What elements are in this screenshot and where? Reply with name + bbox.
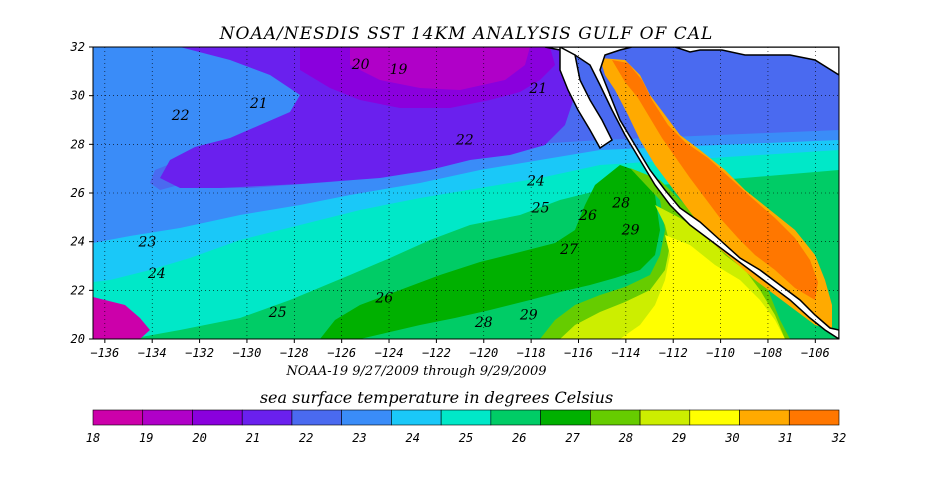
- x-axis: −136 −134 −132 −130 −128 −126 −124 −122 −120 −118…: [90, 339, 830, 360]
- colorbar-swatch: [739, 409, 790, 426]
- colorbar-tick-label: 20: [192, 431, 206, 445]
- colorbar-tick-label: 27: [565, 431, 580, 445]
- colorbar-tick-label: 31: [777, 431, 792, 445]
- colorbar-tick-label: 28: [619, 431, 633, 445]
- x-tick-label: −106: [801, 346, 830, 360]
- contour-label: 25: [531, 200, 550, 216]
- x-tick-label: −114: [611, 346, 640, 360]
- band-19: [350, 47, 530, 90]
- colorbar-tick-label: 22: [299, 431, 313, 445]
- band-18: [93, 297, 150, 339]
- contour-label: 22: [171, 108, 190, 124]
- y-tick-label: 22: [71, 283, 85, 297]
- x-tick-label: −130: [232, 346, 261, 360]
- colorbar-title: sea surface temperature in degrees Celsi…: [259, 388, 614, 407]
- x-tick-label: −132: [185, 346, 214, 360]
- y-tick-label: 26: [71, 186, 85, 200]
- contour-label: 23: [138, 235, 157, 251]
- x-tick-label: −134: [138, 346, 167, 360]
- x-tick-label: −110: [706, 346, 735, 360]
- y-tick-label: 24: [71, 235, 85, 249]
- contour-label: 24: [526, 174, 545, 190]
- colorbar-swatch: [142, 409, 193, 426]
- contour-label: 28: [611, 196, 630, 212]
- contour-label: 20: [351, 57, 370, 73]
- contour-label: 28: [474, 315, 493, 331]
- colorbar-tick-label: 18: [86, 431, 100, 445]
- x-tick-label: −118: [517, 346, 546, 360]
- colorbar-tick-label: 30: [724, 431, 739, 445]
- colorbar-swatch: [341, 409, 392, 426]
- colorbar-tick-label: 25: [459, 431, 473, 445]
- y-tick-label: 30: [70, 89, 85, 103]
- land-baja: [559, 47, 613, 150]
- chart-title: NOAA/NESDIS SST 14KM ANALYSIS GULF OF CA…: [219, 24, 714, 44]
- colorbar-swatch: [689, 409, 740, 426]
- colorbar-swatch: [590, 409, 641, 426]
- colorbar-tick-label: 29: [672, 431, 686, 445]
- contour-label: 21: [249, 96, 268, 112]
- colorbar-tick-label: 19: [139, 431, 153, 445]
- contour-label: 24: [147, 266, 166, 282]
- colorbar-swatch: [192, 409, 243, 426]
- colorbar-swatch: [788, 409, 840, 426]
- x-tick-label: −126: [327, 346, 356, 360]
- colorbar-swatch: [540, 409, 591, 426]
- colorbar-swatch: [291, 409, 342, 426]
- contour-label: 27: [559, 242, 578, 258]
- colorbar-swatch: [490, 409, 541, 426]
- band-30: [620, 235, 785, 339]
- colorbar-swatch: [391, 409, 442, 426]
- land-mainland: [544, 47, 839, 339]
- y-tick-label: 32: [70, 40, 85, 54]
- colorbar-tick-label: 32: [831, 431, 846, 445]
- colorbar-swatch: [639, 409, 691, 426]
- sst-field: [93, 47, 839, 339]
- chart-subtitle: NOAA-19 9/27/2009 through 9/29/2009: [286, 364, 547, 379]
- colorbar: 18 19 20 21 22 23 24 25 26 27 28 29 30 31 32: [86, 409, 846, 445]
- contour-label: 19: [390, 62, 408, 78]
- contour-label: 29: [621, 222, 640, 238]
- y-axis: 20 22 24 26 28 30 32: [70, 40, 93, 346]
- colorbar-tick-label: 23: [352, 431, 366, 445]
- contour-label: 29: [519, 308, 538, 324]
- x-tick-label: −108: [753, 346, 782, 360]
- x-tick-label: −112: [659, 346, 688, 360]
- band-27: [320, 165, 660, 339]
- contour-label: 26: [374, 291, 393, 307]
- x-tick-label: −116: [564, 346, 593, 360]
- band-32-peninsula: [612, 60, 818, 300]
- y-tick-label: 28: [71, 137, 85, 151]
- colorbar-swatch: [92, 409, 144, 426]
- contour-label: 22: [455, 132, 474, 148]
- colorbar-tick-label: 26: [512, 431, 526, 445]
- colorbar-tick-label: 21: [246, 431, 260, 445]
- colorbar-tick-label: 24: [405, 431, 419, 445]
- contour-labels: 19 20 21 21 22 22 23 24 24 25 25 26 26 27 28 28 29 29: [138, 57, 640, 331]
- x-tick-label: −124: [375, 346, 404, 360]
- x-tick-label: −122: [422, 346, 451, 360]
- y-tick-label: 20: [71, 332, 85, 346]
- contour-label: 25: [268, 305, 287, 321]
- x-tick-label: −120: [469, 346, 498, 360]
- colorbar-swatch: [440, 409, 492, 426]
- x-tick-label: −128: [280, 346, 309, 360]
- contour-label: 21: [528, 81, 547, 97]
- contour-label: 26: [578, 208, 597, 224]
- x-tick-label: −136: [90, 346, 119, 360]
- colorbar-swatch: [241, 409, 293, 426]
